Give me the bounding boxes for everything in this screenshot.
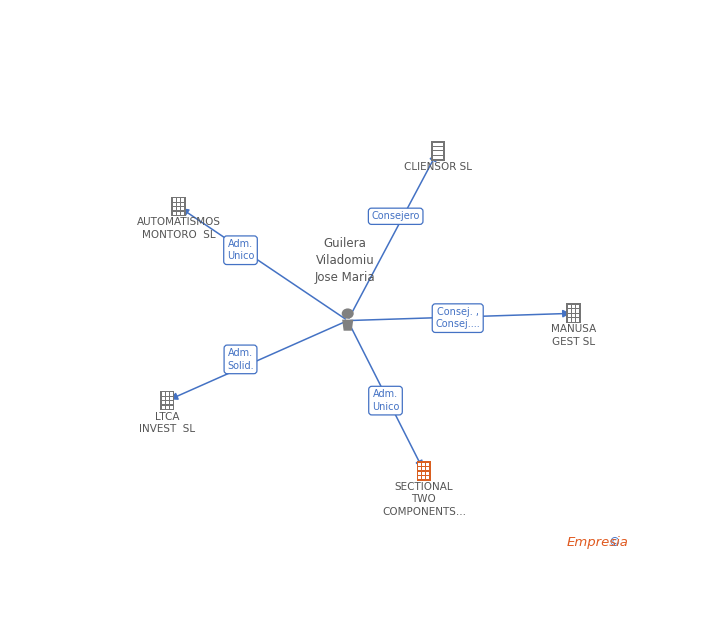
FancyBboxPatch shape: [162, 392, 165, 396]
FancyBboxPatch shape: [173, 203, 176, 206]
FancyBboxPatch shape: [177, 198, 180, 202]
FancyBboxPatch shape: [181, 198, 184, 202]
FancyBboxPatch shape: [437, 151, 440, 154]
FancyBboxPatch shape: [440, 142, 443, 146]
FancyBboxPatch shape: [419, 476, 422, 479]
FancyBboxPatch shape: [160, 391, 175, 410]
FancyBboxPatch shape: [170, 406, 173, 409]
FancyBboxPatch shape: [568, 309, 571, 312]
FancyBboxPatch shape: [162, 401, 165, 404]
FancyBboxPatch shape: [572, 305, 575, 308]
FancyBboxPatch shape: [170, 392, 173, 396]
FancyBboxPatch shape: [576, 314, 579, 317]
FancyBboxPatch shape: [572, 318, 575, 321]
FancyBboxPatch shape: [177, 207, 180, 210]
FancyBboxPatch shape: [419, 467, 422, 471]
FancyBboxPatch shape: [576, 309, 579, 312]
FancyBboxPatch shape: [437, 147, 440, 150]
FancyBboxPatch shape: [173, 207, 176, 210]
FancyBboxPatch shape: [576, 305, 579, 308]
FancyBboxPatch shape: [572, 314, 575, 317]
FancyBboxPatch shape: [170, 397, 173, 400]
Text: LTCA
INVEST  SL: LTCA INVEST SL: [139, 411, 195, 434]
FancyBboxPatch shape: [171, 197, 186, 216]
FancyBboxPatch shape: [166, 406, 169, 409]
Text: Guilera
Viladomiu
Jose Maria: Guilera Viladomiu Jose Maria: [314, 237, 375, 284]
FancyBboxPatch shape: [166, 397, 169, 400]
FancyBboxPatch shape: [173, 212, 176, 215]
Text: Adm.
Unico: Adm. Unico: [372, 389, 399, 412]
FancyBboxPatch shape: [181, 203, 184, 206]
Text: CLIENSOR SL: CLIENSOR SL: [404, 162, 472, 172]
FancyBboxPatch shape: [432, 147, 435, 150]
FancyBboxPatch shape: [427, 476, 430, 479]
FancyBboxPatch shape: [432, 142, 435, 146]
FancyBboxPatch shape: [440, 147, 443, 150]
FancyBboxPatch shape: [166, 401, 169, 404]
FancyBboxPatch shape: [422, 467, 425, 471]
Text: ©: ©: [609, 536, 624, 549]
FancyBboxPatch shape: [181, 207, 184, 210]
FancyBboxPatch shape: [166, 392, 169, 396]
FancyBboxPatch shape: [416, 461, 431, 481]
FancyBboxPatch shape: [568, 314, 571, 317]
Text: MANUSA
GEST SL: MANUSA GEST SL: [551, 324, 596, 346]
FancyBboxPatch shape: [576, 318, 579, 321]
Text: Adm.
Solid.: Adm. Solid.: [227, 348, 254, 370]
FancyBboxPatch shape: [162, 397, 165, 400]
FancyBboxPatch shape: [173, 198, 176, 202]
FancyBboxPatch shape: [437, 142, 440, 146]
FancyBboxPatch shape: [427, 462, 430, 466]
Text: AUTOMATISMOS
MONTORO  SL: AUTOMATISMOS MONTORO SL: [136, 217, 221, 240]
Text: Consej. ,
Consej....: Consej. , Consej....: [435, 307, 480, 329]
FancyBboxPatch shape: [568, 318, 571, 321]
FancyBboxPatch shape: [440, 156, 443, 159]
FancyBboxPatch shape: [177, 212, 180, 215]
FancyBboxPatch shape: [419, 462, 422, 466]
FancyBboxPatch shape: [437, 156, 440, 159]
FancyBboxPatch shape: [427, 467, 430, 471]
Polygon shape: [342, 319, 353, 331]
FancyBboxPatch shape: [572, 309, 575, 312]
Text: SECTIONAL
TWO
COMPONENTS...: SECTIONAL TWO COMPONENTS...: [382, 482, 466, 517]
FancyBboxPatch shape: [568, 305, 571, 308]
FancyBboxPatch shape: [422, 476, 425, 479]
Text: Consejero: Consejero: [371, 211, 420, 221]
FancyBboxPatch shape: [181, 212, 184, 215]
FancyBboxPatch shape: [170, 401, 173, 404]
FancyBboxPatch shape: [422, 471, 425, 475]
Text: Empresia: Empresia: [566, 536, 628, 549]
Circle shape: [341, 309, 354, 319]
FancyBboxPatch shape: [440, 151, 443, 154]
FancyBboxPatch shape: [419, 471, 422, 475]
FancyBboxPatch shape: [422, 462, 425, 466]
Text: Adm.
Unico: Adm. Unico: [227, 239, 254, 261]
FancyBboxPatch shape: [432, 151, 435, 154]
FancyBboxPatch shape: [432, 156, 435, 159]
FancyBboxPatch shape: [431, 141, 446, 161]
FancyBboxPatch shape: [566, 304, 581, 323]
FancyBboxPatch shape: [162, 406, 165, 409]
FancyBboxPatch shape: [177, 203, 180, 206]
FancyBboxPatch shape: [427, 471, 430, 475]
